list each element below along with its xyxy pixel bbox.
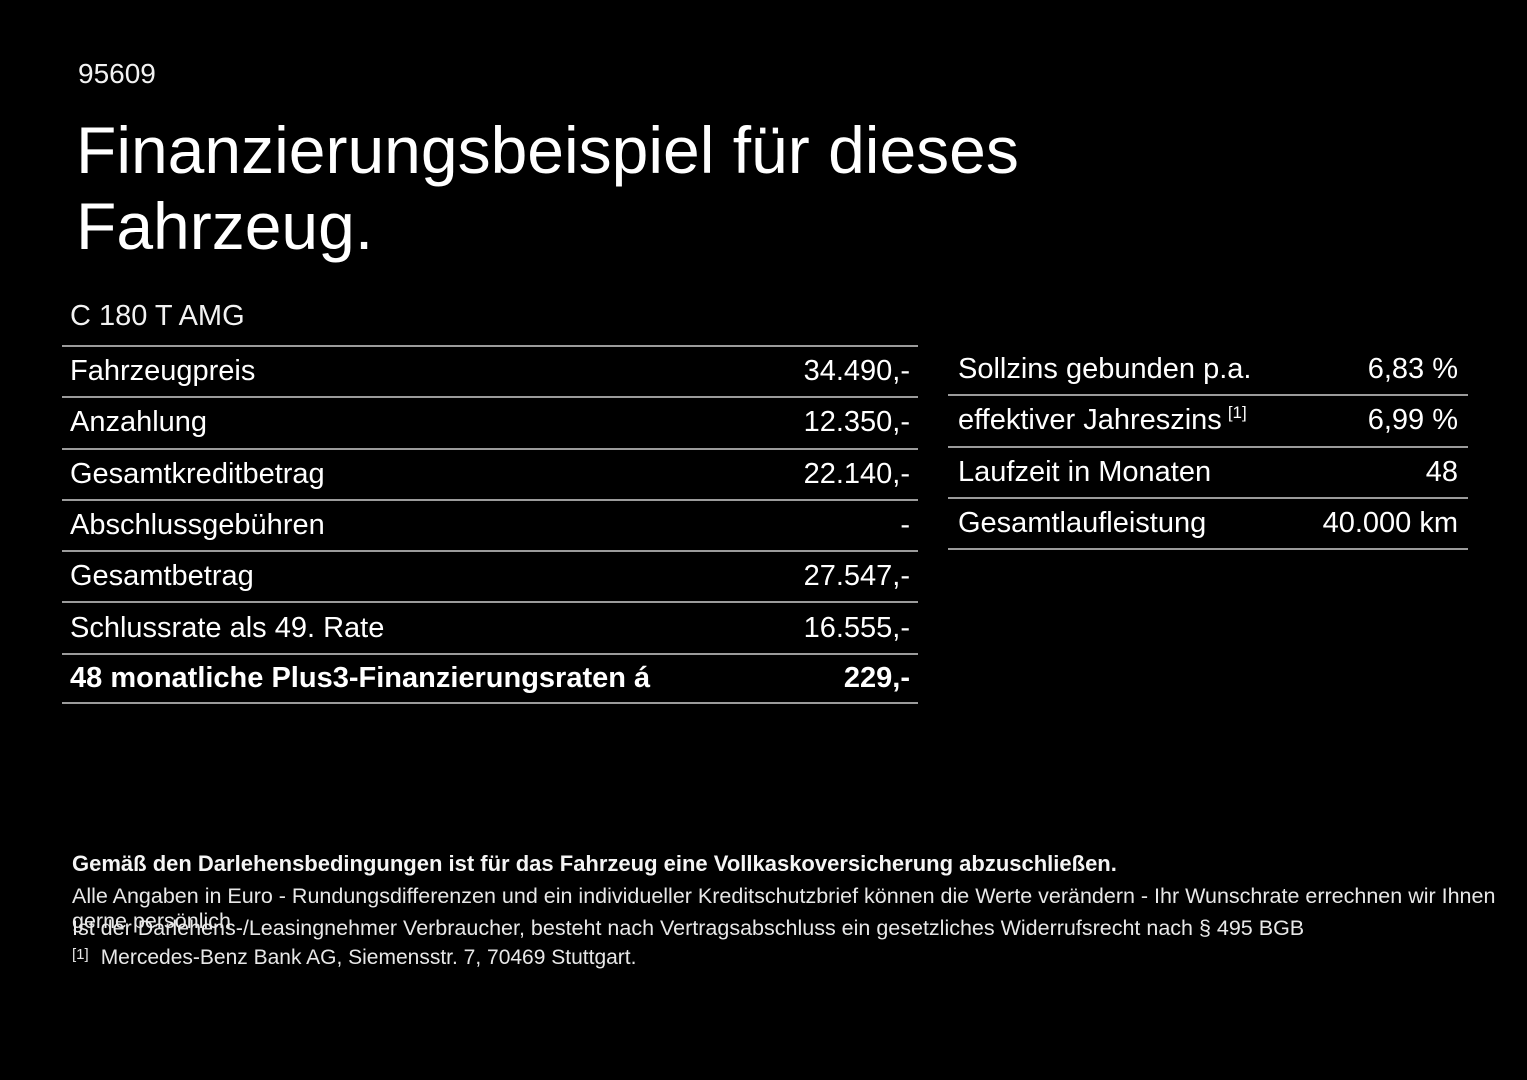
row-label: Gesamtbetrag xyxy=(70,560,254,593)
row-label: Anzahlung xyxy=(70,406,208,439)
row-label: Laufzeit in Monaten xyxy=(958,455,1212,488)
table-row-gesamtlaufleistung: Gesamtlaufleistung 40.000 km xyxy=(948,499,1468,551)
footnote-reference: [1] xyxy=(1227,403,1247,423)
table-row-gesamtkreditbetrag: Gesamtkreditbetrag 22.140,- xyxy=(62,447,918,499)
row-value: 229,- xyxy=(843,661,910,694)
table-row-monatsrate: 48 monatliche Plus3-Finanzierungsraten á… xyxy=(62,652,918,705)
table-row-schlussrate: Schlussrate als 49. Rate 16.555,- xyxy=(62,601,918,652)
row-label: Abschlussgebühren xyxy=(70,509,325,542)
table-row-sollzins: Sollzins gebunden p.a. 6,83 % xyxy=(948,345,1468,397)
row-value: 22.140,- xyxy=(803,457,910,490)
table-row-laufzeit: Laufzeit in Monaten 48 xyxy=(948,448,1468,499)
row-label: Gesamtlaufleistung xyxy=(958,507,1207,540)
row-label: 48 monatliche Plus3-Finanzierungsraten á xyxy=(70,661,651,694)
financing-costs-table: Fahrzeugpreis 34.490,- Anzahlung 12.350,… xyxy=(62,345,918,705)
row-label: Gesamtkreditbetrag xyxy=(70,457,325,490)
row-label: Fahrzeugpreis xyxy=(70,355,256,388)
row-value: 6,99 % xyxy=(1367,404,1458,437)
row-value: 6,83 % xyxy=(1367,353,1458,386)
row-value: 34.490,- xyxy=(803,355,910,388)
footnote-text: Mercedes-Benz Bank AG, Siemensstr. 7, 70… xyxy=(100,946,637,969)
document-code: 95609 xyxy=(78,58,156,89)
financing-conditions-table: Sollzins gebunden p.a. 6,83 % effektiver… xyxy=(948,345,1468,551)
disclaimer-line-1: Alle Angaben in Euro - Rundungsdifferenz… xyxy=(72,884,1496,933)
footnote-marker: [1] xyxy=(72,946,89,963)
table-row-effektiver-jahreszins: effektiver Jahreszins [1] 6,99 % xyxy=(948,396,1468,448)
table-row-abschlussgebuehren: Abschlussgebühren - xyxy=(62,498,918,550)
insurance-requirement-note: Gemäß den Darlehensbedingungen ist für d… xyxy=(72,851,1117,876)
bank-footnote: [1] Mercedes-Benz Bank AG, Siemensstr. 7… xyxy=(72,946,636,970)
row-label: effektiver Jahreszins [1] xyxy=(958,403,1247,437)
table-row-gesamtbetrag: Gesamtbetrag 27.547,- xyxy=(62,550,918,601)
row-value: 16.555,- xyxy=(803,611,910,644)
row-value: 48 xyxy=(1425,455,1458,488)
row-label: Sollzins gebunden p.a. xyxy=(958,353,1252,386)
table-row-fahrzeugpreis: Fahrzeugpreis 34.490,- xyxy=(62,345,918,396)
row-label: Schlussrate als 49. Rate xyxy=(70,611,385,644)
page-title: Finanzierungsbeispiel für dieses Fahrzeu… xyxy=(76,113,1019,263)
row-value: 27.547,- xyxy=(803,560,910,593)
row-label-text: effektiver Jahreszins xyxy=(958,404,1222,437)
row-value: 40.000 km xyxy=(1322,507,1458,540)
disclaimer-line-2: Ist der Darlehens-/Leasingnehmer Verbrau… xyxy=(72,916,1305,940)
row-value: 12.350,- xyxy=(803,406,910,439)
row-value: - xyxy=(900,509,910,542)
vehicle-model-label: C 180 T AMG xyxy=(70,300,245,332)
table-row-anzahlung: Anzahlung 12.350,- xyxy=(62,396,918,447)
